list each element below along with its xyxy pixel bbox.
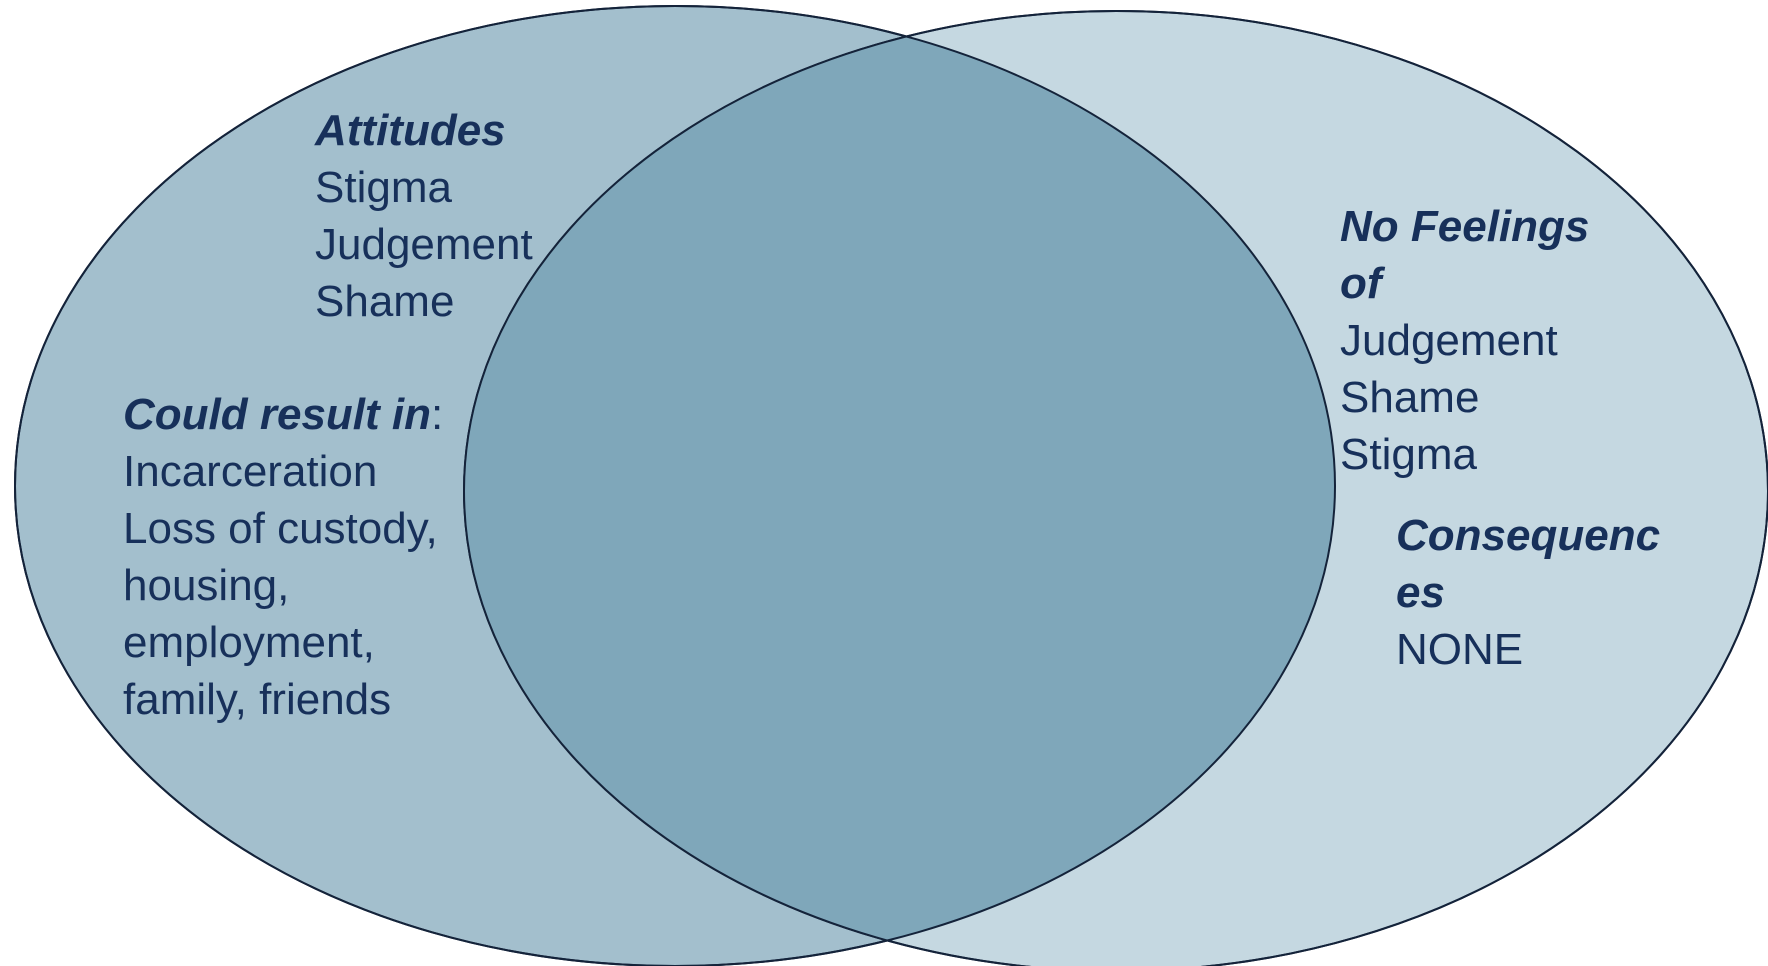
result-item: Incarceration	[123, 447, 378, 496]
result-item: employment,	[123, 618, 375, 667]
result-item: Loss of custody,	[123, 504, 438, 553]
left-circle-outline	[14, 5, 1336, 966]
could-result-in-colon: :	[431, 390, 444, 439]
no-feelings-group: No Feelings of Judgement Shame Stigma	[1340, 198, 1589, 483]
attitudes-item: Shame	[315, 277, 455, 326]
right-circle-outline	[463, 10, 1768, 966]
could-result-in-group: Could result in: Incarceration Loss of c…	[123, 386, 443, 728]
attitudes-group: Attitudes Stigma Judgement Shame	[315, 102, 533, 330]
consequences-heading: Consequenc	[1396, 511, 1661, 560]
consequences-item: NONE	[1396, 625, 1524, 674]
no-feelings-heading: No Feelings	[1340, 202, 1590, 251]
attitudes-item: Stigma	[315, 163, 452, 212]
could-result-in-heading: Could result in	[123, 390, 431, 439]
no-feelings-item: Judgement	[1340, 316, 1558, 365]
no-feelings-item: Shame	[1340, 373, 1480, 422]
consequences-group: Consequenc es NONE	[1396, 507, 1660, 678]
result-item: family, friends	[123, 675, 392, 724]
attitudes-item: Judgement	[315, 220, 533, 269]
consequences-heading-cont: es	[1396, 568, 1445, 617]
no-feelings-item: Stigma	[1340, 430, 1477, 479]
no-feelings-heading-cont: of	[1340, 259, 1382, 308]
overlap-region	[464, 11, 1335, 966]
result-item: housing,	[123, 561, 290, 610]
attitudes-heading: Attitudes	[315, 106, 506, 155]
